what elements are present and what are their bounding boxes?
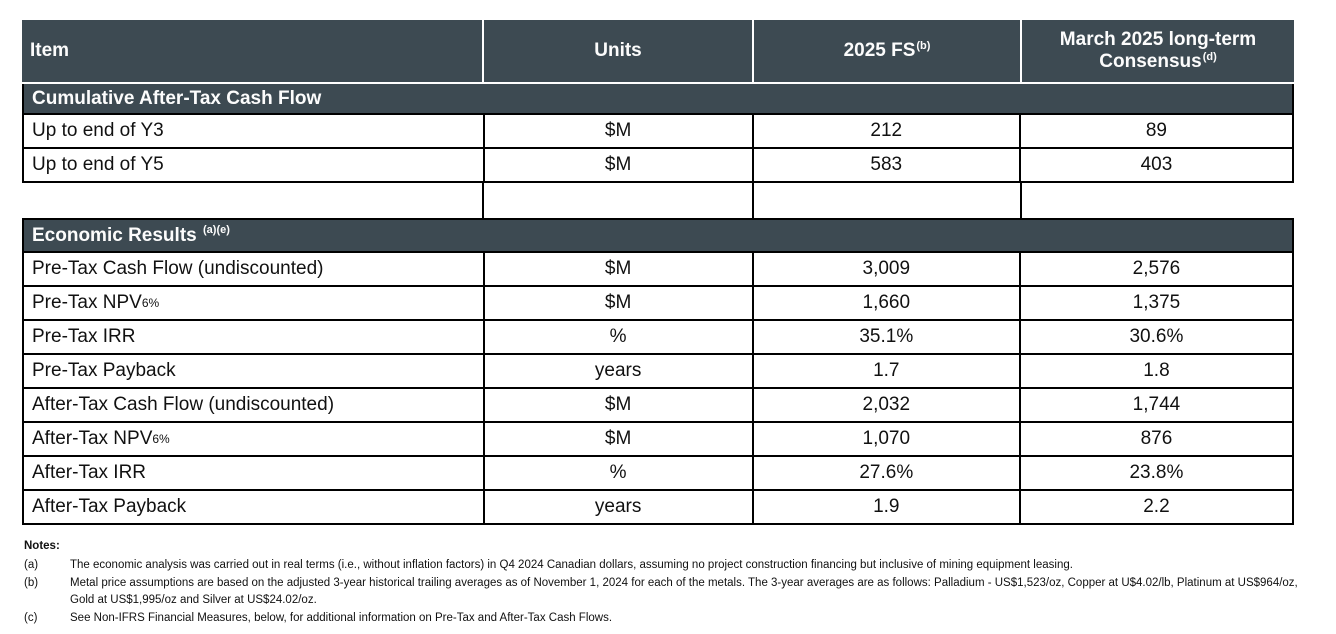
units-cell: $M <box>485 423 754 455</box>
table-row: After-Tax NPV 6% $M 1,070 876 <box>22 423 1294 457</box>
consensus-value-cell: 403 <box>1140 154 1173 176</box>
empty-spacer-row <box>22 183 1294 218</box>
note-b: (b) Metal price assumptions are based on… <box>24 575 1324 611</box>
fs-value-cell: 212 <box>754 115 1021 147</box>
section-header-cumulative-after-tax-cash-flow: Cumulative After-Tax Cash Flow <box>22 84 1294 115</box>
row-label-cell: Pre-Tax Cash Flow (undiscounted) <box>24 253 485 285</box>
fs-value-cell: 1,660 <box>754 287 1021 319</box>
units-cell: $M <box>485 389 754 421</box>
fs-value-cell: 3,009 <box>754 253 1021 285</box>
column-header-item-label: Item <box>30 40 70 62</box>
column-header-2025-fs-label: 2025 FS(b) <box>843 39 931 62</box>
note-c: (c) See Non-IFRS Financial Measures, bel… <box>24 610 1324 628</box>
table-row: Pre-Tax NPV 6% $M 1,660 1,375 <box>22 287 1294 321</box>
empty-cell <box>22 183 484 218</box>
units-cell: % <box>485 321 754 353</box>
footnote-ref-d: (d) <box>1202 50 1217 63</box>
consensus-value-cell: 23.8% <box>1129 462 1184 484</box>
fs-value-cell: 583 <box>754 149 1021 181</box>
consensus-value-cell: 1,744 <box>1132 394 1181 416</box>
economic-results-table: Item Units 2025 FS(b) March 2025 long-te… <box>22 20 1294 525</box>
column-header-item: Item <box>22 20 484 82</box>
units-cell: years <box>485 355 754 387</box>
row-label-cell: After-Tax Payback <box>24 491 485 523</box>
empty-cell <box>484 183 754 218</box>
units-cell: $M <box>485 287 754 319</box>
column-header-consensus: March 2025 long-term Consensus(d) <box>1022 20 1294 82</box>
row-label-cell: Pre-Tax NPV 6% <box>24 287 485 319</box>
fs-value-cell: 2,032 <box>754 389 1021 421</box>
row-label-cell: Up to end of Y5 <box>24 149 485 181</box>
table-row: After-Tax Payback years 1.9 2.2 <box>22 491 1294 525</box>
section-title: Economic Results (a)(e) <box>32 224 230 246</box>
note-label: (a) <box>24 558 39 571</box>
note-label: (c) <box>24 612 38 625</box>
consensus-value-cell: 89 <box>1145 120 1167 142</box>
fs-value-cell: 1.9 <box>754 491 1021 523</box>
table-row: After-Tax IRR % 27.6% 23.8% <box>22 457 1294 491</box>
row-label-cell: Pre-Tax Payback <box>24 355 485 387</box>
fs-value-cell: 1,070 <box>754 423 1021 455</box>
units-cell: $M <box>485 115 754 147</box>
consensus-value-cell: 30.6% <box>1129 326 1184 348</box>
row-label-cell: After-Tax Cash Flow (undiscounted) <box>24 389 485 421</box>
note-text: See Non-IFRS Financial Measures, below, … <box>70 612 613 625</box>
row-label-cell: After-Tax IRR <box>24 457 485 489</box>
consensus-value-cell: 1.8 <box>1143 360 1170 382</box>
fs-value-cell: 1.7 <box>754 355 1021 387</box>
note-a: (a) The economic analysis was carried ou… <box>24 557 1324 575</box>
footnote-ref-a-e: (a)(e) <box>203 224 230 237</box>
consensus-value-cell: 2.2 <box>1143 496 1170 518</box>
row-label-cell: After-Tax NPV 6% <box>24 423 485 455</box>
empty-cell <box>754 183 1022 218</box>
table-header-row: Item Units 2025 FS(b) March 2025 long-te… <box>22 20 1294 84</box>
table-row: Pre-Tax Payback years 1.7 1.8 <box>22 355 1294 389</box>
column-header-units: Units <box>484 20 754 82</box>
table-row: After-Tax Cash Flow (undiscounted) $M 2,… <box>22 389 1294 423</box>
note-text: The economic analysis was carried out in… <box>70 558 1073 571</box>
units-cell: $M <box>485 149 754 181</box>
consensus-value-cell: 2,576 <box>1132 258 1181 280</box>
row-label-cell: Up to end of Y3 <box>24 115 485 147</box>
units-cell: % <box>485 457 754 489</box>
consensus-value-cell: 1,375 <box>1132 292 1181 314</box>
footnote-ref-b: (b) <box>916 39 931 52</box>
notes-title: Notes: <box>24 540 60 552</box>
table-row: Up to end of Y3 $M 212 89 <box>22 115 1294 149</box>
footnotes: Notes: (a) The economic analysis was car… <box>24 538 1324 628</box>
column-header-2025-fs: 2025 FS(b) <box>754 20 1022 82</box>
note-label: (b) <box>24 576 39 589</box>
empty-cell <box>1022 183 1294 218</box>
column-header-units-label: Units <box>594 40 642 62</box>
table-row: Pre-Tax Cash Flow (undiscounted) $M 3,00… <box>22 253 1294 287</box>
table-row: Pre-Tax IRR % 35.1% 30.6% <box>22 321 1294 355</box>
column-header-consensus-label: March 2025 long-term Consensus(d) <box>1059 29 1257 72</box>
row-label-cell: Pre-Tax IRR <box>24 321 485 353</box>
table-row: Up to end of Y5 $M 583 403 <box>22 149 1294 183</box>
section-title: Cumulative After-Tax Cash Flow <box>32 87 322 109</box>
note-text: Metal price assumptions are based on the… <box>70 576 1298 607</box>
units-cell: years <box>485 491 754 523</box>
units-cell: $M <box>485 253 754 285</box>
section-header-economic-results: Economic Results (a)(e) <box>22 218 1294 253</box>
consensus-value-cell: 876 <box>1140 428 1173 450</box>
fs-value-cell: 27.6% <box>754 457 1021 489</box>
fs-value-cell: 35.1% <box>754 321 1021 353</box>
